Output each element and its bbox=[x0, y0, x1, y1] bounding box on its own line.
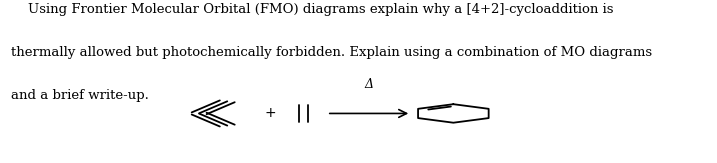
Text: thermally allowed but photochemically forbidden. Explain using a combination of : thermally allowed but photochemically fo… bbox=[11, 46, 652, 59]
Text: and a brief write-up.: and a brief write-up. bbox=[11, 89, 148, 103]
Text: Δ: Δ bbox=[364, 78, 374, 91]
Text: +: + bbox=[265, 106, 277, 120]
Text: Using Frontier Molecular Orbital (FMO) diagrams explain why a [4+2]-cycloadditio: Using Frontier Molecular Orbital (FMO) d… bbox=[11, 3, 613, 16]
